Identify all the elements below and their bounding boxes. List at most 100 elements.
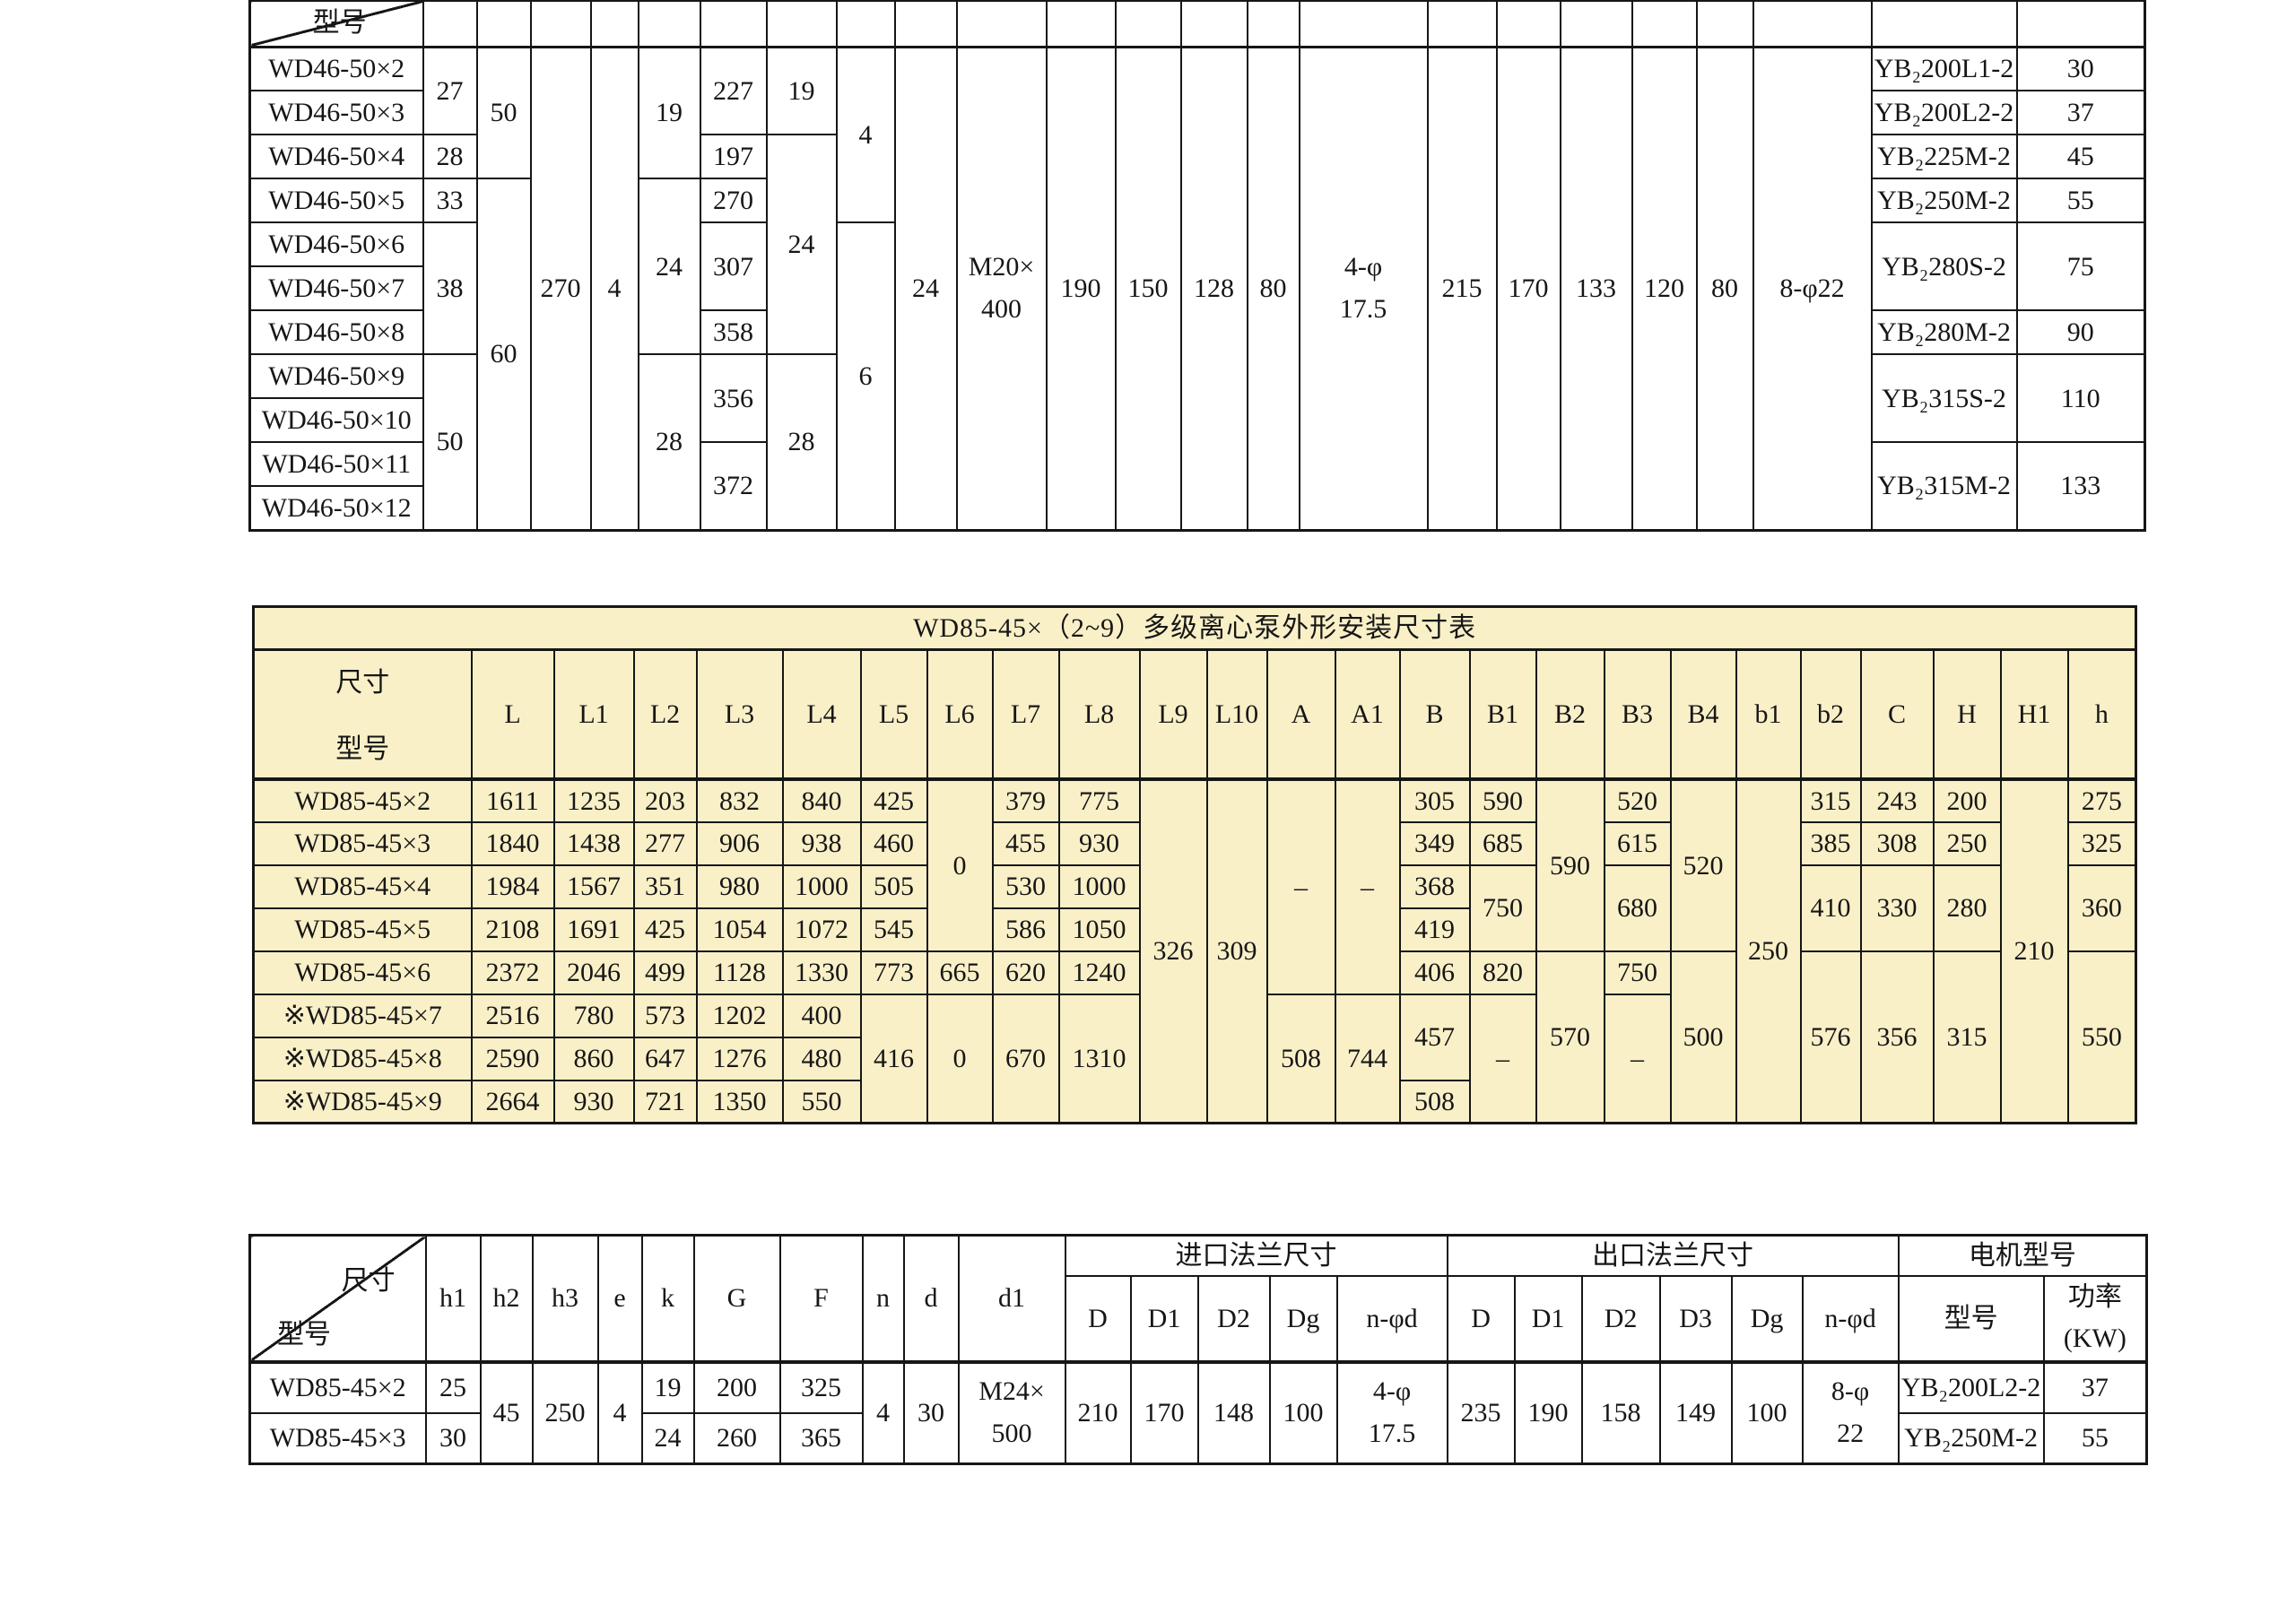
value-cell: 500 [1669,950,1737,1124]
header-cell [1495,0,1561,48]
motor-group-header: 电机型号 [1897,1234,2148,1277]
value-cell: 330 [1859,864,1935,952]
value-cell: 750 [1468,864,1537,952]
value-cell: 8-φ22 [1752,46,1873,531]
value-cell: M24× 500 [957,1360,1066,1465]
cell-line: 500 [991,1418,1032,1448]
value-cell: 200 [692,1360,781,1414]
header-cell: L2 [632,648,698,781]
value-cell: 499 [632,950,698,995]
value-cell: 590 [1468,777,1537,823]
value-cell: 455 [991,820,1060,866]
value-cell: 1310 [1057,993,1141,1124]
value-cell: 24 [640,1411,695,1465]
value-cell: 250 [1735,777,1802,1124]
header-cell: B3 [1603,648,1672,781]
model-cell: WD46-50×6 [248,221,424,267]
header-cell: G [692,1234,781,1364]
value-cell: 100 [1730,1360,1804,1465]
header-cell: 型号 [1897,1274,2045,1364]
value-cell: 1611 [470,777,555,823]
model-cell: WD46-50×9 [248,353,424,399]
header-cell: h [2066,648,2137,781]
header-cell: C [1859,648,1935,781]
value-cell: 4 [589,46,639,531]
header-cell [835,0,896,48]
header-cell: D1 [1129,1274,1199,1364]
value-cell: – [1468,993,1537,1124]
value-cell: 45 [479,1360,534,1465]
header-cell [529,0,592,48]
model-cell: WD85-45×3 [252,820,473,866]
header-cell: L3 [695,648,784,781]
value-cell: 680 [1603,864,1672,952]
value-cell: 200 [1932,777,2002,823]
header-cell [1179,0,1248,48]
value-cell: 840 [781,777,862,823]
value-cell: – [1265,777,1336,995]
header-cell: n-φd [1801,1274,1900,1364]
value-cell: 1054 [695,907,784,952]
model-cell: WD85-45×2 [252,777,473,823]
value-cell: 19 [765,46,838,135]
motor-model-cell: YB₂280M-2 [1870,309,2018,355]
power-cell: 37 [2042,1360,2148,1414]
value-cell: 1000 [1057,864,1141,909]
value-cell: 149 [1658,1360,1733,1465]
value-cell: 158 [1580,1360,1661,1465]
model-cell: WD46-50×8 [248,309,424,355]
value-cell: 170 [1495,46,1561,531]
header-cell: L7 [991,648,1060,781]
value-cell: 60 [475,178,532,531]
value-cell: 28 [637,353,701,531]
header-cell [589,0,639,48]
corner-header-cell: 尺寸 型号 [248,1234,427,1364]
corner-label-chicun: 尺寸 [335,668,390,698]
value-cell: 128 [1179,46,1248,531]
header-cell: B2 [1535,648,1605,781]
model-cell: WD46-50×11 [248,441,424,487]
header-cell: D2 [1580,1274,1661,1364]
value-cell: 425 [632,907,698,952]
value-cell: 150 [1114,46,1182,531]
model-cell: WD46-50×4 [248,134,424,179]
value-cell: 744 [1334,993,1401,1124]
header-cell: B [1398,648,1471,781]
value-cell: 190 [1045,46,1117,531]
value-cell: 820 [1468,950,1537,995]
value-cell: 620 [991,950,1060,995]
value-cell: 19 [637,46,701,179]
motor-model-cell: YB₂200L2-2 [1897,1360,2045,1414]
model-cell: ※WD85-45×7 [252,993,473,1038]
cell-line: 8-φ [1831,1376,1870,1407]
value-cell: 277 [632,820,698,866]
value-cell: 508 [1398,1079,1471,1124]
value-cell: 508 [1265,993,1336,1124]
header-cell: A1 [1334,648,1401,781]
outlet-flange-group-header: 出口法兰尺寸 [1446,1234,1900,1277]
header-cell: n-φd [1335,1274,1448,1364]
header-cell [1114,0,1182,48]
value-cell: 460 [859,820,928,866]
header-cell: L1 [552,648,635,781]
value-cell: 80 [1695,46,1754,531]
value-cell: 1000 [781,864,862,909]
value-cell: 280 [1932,864,2002,952]
value-cell: 1350 [695,1079,784,1124]
value-cell: 27 [422,46,478,135]
value-cell: 1691 [552,907,635,952]
value-cell: 4 [596,1360,643,1465]
header-cell: D [1446,1274,1516,1364]
model-cell: WD46-50×7 [248,265,424,311]
header-cell: e [596,1234,643,1364]
cell-line: 17.5 [1368,1418,1416,1448]
header-cell [1045,0,1117,48]
value-cell: 906 [695,820,784,866]
value-cell: 25 [424,1360,482,1414]
value-cell: 356 [699,353,768,443]
header-cell: B4 [1669,648,1737,781]
value-cell: 410 [1799,864,1862,952]
value-cell: 750 [1603,950,1672,995]
header-cell [1246,0,1300,48]
